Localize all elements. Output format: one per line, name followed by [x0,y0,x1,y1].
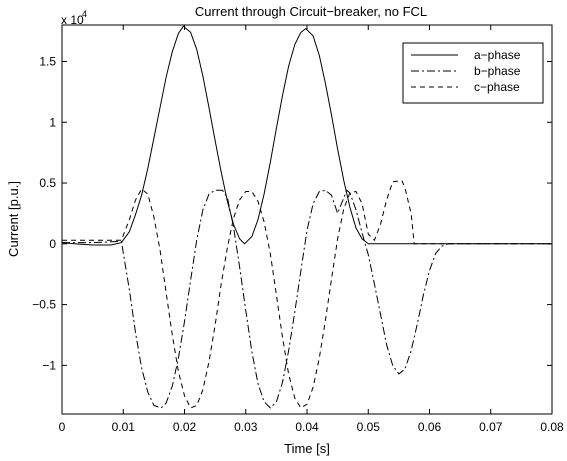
x-tick-label: 0.01 [112,420,136,434]
y-tick-label: 0 [49,237,56,251]
x-axis-label: Time [s] [284,441,330,456]
y-axis-exponent-power: 4 [82,9,87,19]
y-tick-label: 1 [49,115,56,129]
legend-label-0: a−phase [474,48,521,62]
x-tick-label: 0.08 [540,420,564,434]
x-axis-ticks: 0 0.01 0.02 0.03 0.04 0.05 0.06 0.07 0.08 [59,25,564,434]
x-tick-label: 0.06 [418,420,442,434]
series-line-b-phase [62,189,552,409]
legend-label-1: b−phase [474,64,521,78]
y-axis-label: Current [p.u.] [6,181,21,257]
legend-items: a−phase b−phase c−phase [411,48,521,94]
y-axis-exponent-base: x 10 [61,13,84,27]
series-line-a-phase [61,25,552,246]
legend-label-2: c−phase [474,80,520,94]
x-tick-label: 0.07 [479,420,503,434]
y-axis-ticks: −1 −0.5 0 0.5 1 1.5 [32,54,552,372]
x-tick-label: 0.03 [234,420,258,434]
y-tick-label: −0.5 [32,298,56,312]
y-tick-label: 1.5 [39,54,56,68]
series-layer [61,25,552,409]
x-tick-label: 0.04 [295,420,319,434]
series-line-c-phase [62,180,552,409]
legend: a−phase b−phase c−phase [402,42,544,104]
chart-title: Current through Circuit−breaker, no FCL [195,4,427,19]
x-tick-label: 0 [59,420,66,434]
y-axis-exponent: x 10 4 [61,9,87,27]
legend-box [402,42,544,104]
y-tick-label: −1 [42,358,56,372]
x-tick-label: 0.05 [357,420,381,434]
y-tick-label: 0.5 [39,176,56,190]
x-tick-label: 0.02 [173,420,197,434]
